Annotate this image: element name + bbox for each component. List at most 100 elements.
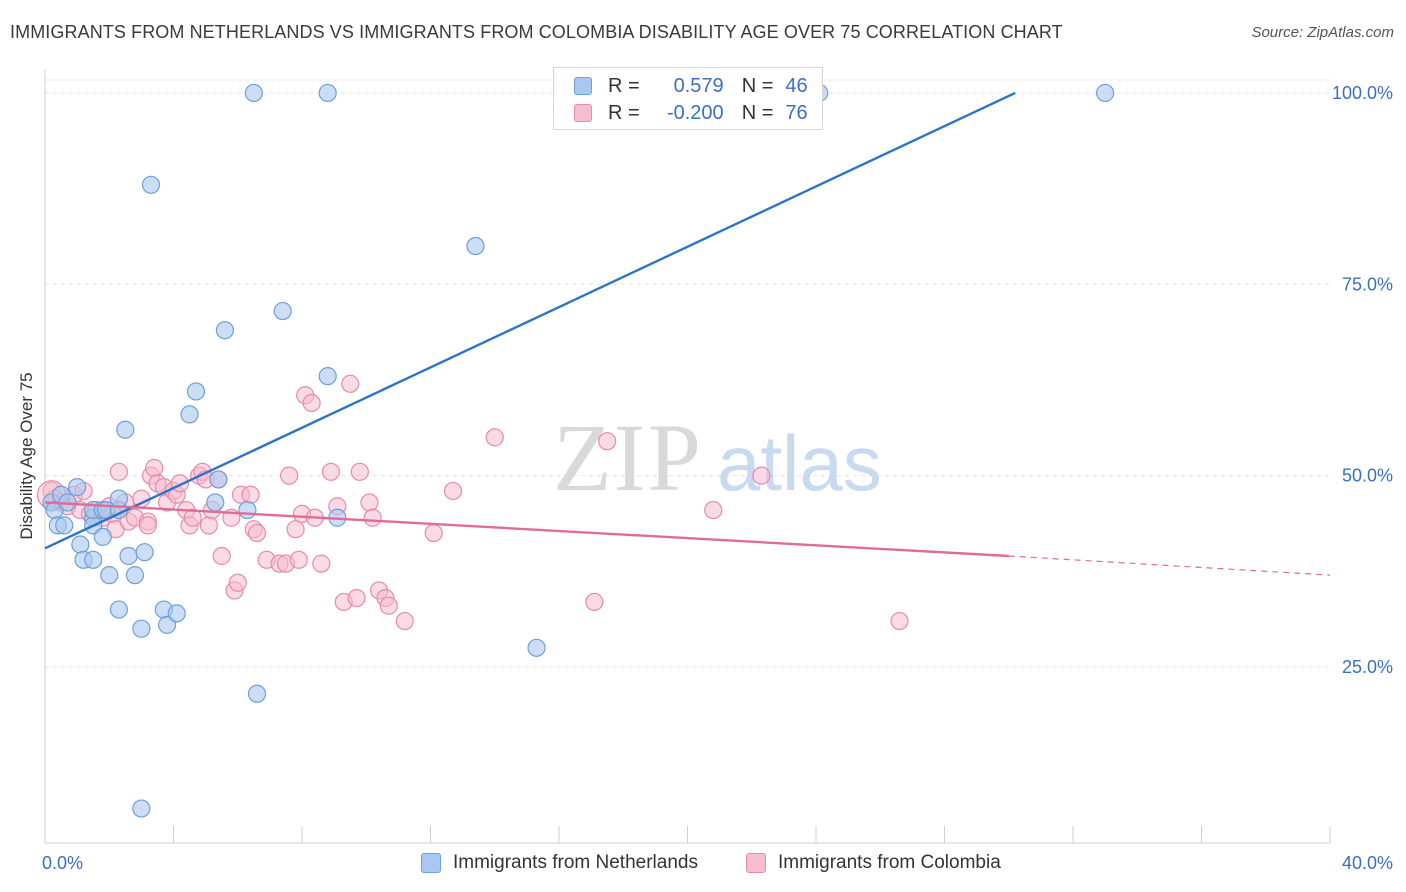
stats-n-label: N =: [741, 74, 774, 97]
trend-lines: [44, 91, 1331, 576]
watermark: ZIP atlas: [553, 404, 882, 511]
data-point-netherlands: [206, 493, 225, 512]
y-tick-label: 75.0%: [1342, 274, 1393, 294]
data-point-netherlands: [527, 638, 546, 657]
data-point-netherlands: [215, 321, 234, 340]
data-point-colombia: [138, 516, 157, 535]
data-point-colombia: [183, 508, 202, 527]
data-point-netherlands: [1096, 83, 1115, 103]
y-tick-label: 100.0%: [1332, 83, 1393, 103]
x-tick-label: 40.0%: [1342, 853, 1393, 873]
data-point-colombia: [341, 374, 360, 393]
stats-swatch-pink: [574, 104, 592, 122]
data-point-netherlands: [167, 604, 186, 623]
x-tick-label: 0.0%: [42, 853, 83, 873]
stats-row-netherlands: R = 0.579 N = 46: [574, 74, 808, 98]
data-point-netherlands: [466, 236, 485, 256]
legend-swatch-blue: [421, 853, 441, 873]
data-point-netherlands: [93, 527, 112, 546]
data-point-netherlands: [238, 500, 257, 520]
data-point-colombia: [212, 546, 231, 566]
stats-r-label: R =: [608, 101, 640, 124]
data-point-colombia: [424, 523, 443, 543]
data-point-colombia: [289, 550, 308, 569]
data-point-netherlands: [141, 175, 161, 194]
data-point-netherlands: [186, 382, 206, 401]
data-point-colombia: [704, 500, 723, 520]
data-point-netherlands: [132, 619, 151, 638]
trend-line-colombia: [44, 501, 1009, 558]
y-tick-label: 25.0%: [1342, 657, 1393, 677]
data-point-netherlands: [55, 516, 74, 535]
data-point-colombia: [360, 493, 379, 512]
data-point-netherlands: [109, 600, 128, 619]
data-point-netherlands: [180, 405, 199, 424]
data-point-netherlands: [273, 301, 292, 321]
data-point-netherlands: [132, 799, 151, 818]
data-point-colombia: [379, 596, 398, 615]
trend-line-netherlands: [44, 91, 1016, 550]
data-point-colombia: [752, 466, 771, 485]
source-credit: Source: ZipAtlas.com: [1251, 24, 1394, 41]
legend-item-netherlands[interactable]: Immigrants from Netherlands: [421, 852, 698, 874]
data-point-colombia: [350, 462, 369, 481]
data-point-netherlands: [209, 470, 228, 489]
data-point-netherlands: [125, 566, 145, 585]
data-point-colombia: [247, 523, 267, 543]
axes: [44, 70, 1331, 844]
y-tick-label: 50.0%: [1342, 466, 1393, 486]
data-point-netherlands: [84, 550, 103, 569]
data-point-colombia: [395, 611, 414, 631]
data-point-netherlands: [318, 83, 337, 103]
data-point-netherlands: [244, 83, 263, 103]
data-point-colombia: [321, 462, 341, 481]
data-point-colombia: [280, 466, 299, 485]
data-point-colombia: [598, 432, 617, 451]
tick-labels: 25.0% 50.0% 75.0% 100.0% 0.0% 40.0%: [42, 83, 1393, 873]
data-point-colombia: [286, 520, 305, 539]
data-point-netherlands: [135, 543, 154, 562]
data-point-netherlands: [119, 546, 138, 566]
stats-n-value: 76: [785, 101, 808, 124]
data-point-netherlands: [68, 478, 87, 497]
data-point-netherlands: [100, 566, 119, 585]
stats-swatch-blue: [574, 77, 592, 95]
stats-n-value: 46: [785, 74, 808, 97]
data-point-netherlands: [71, 535, 90, 554]
trend-line-colombia-extension: [1008, 555, 1331, 576]
data-point-netherlands: [318, 367, 337, 386]
legend-item-colombia[interactable]: Immigrants from Colombia: [746, 852, 1001, 874]
data-point-colombia: [199, 516, 218, 535]
data-point-colombia: [585, 592, 604, 612]
stats-row-colombia: R = -0.200 N = 76: [574, 101, 808, 125]
data-point-colombia: [363, 508, 382, 527]
watermark-atlas: atlas: [717, 419, 882, 507]
data-point-colombia: [145, 458, 164, 478]
stats-r-label: R =: [608, 74, 640, 97]
legend-label-colombia: Immigrants from Colombia: [778, 852, 1001, 873]
data-point-colombia: [347, 588, 366, 608]
watermark-zip: ZIP: [553, 404, 703, 511]
data-point-colombia: [132, 489, 151, 508]
correlation-stats-box: R = 0.579 N = 46 R = -0.200 N = 76: [553, 67, 823, 130]
chart-title: IMMIGRANTS FROM NETHERLANDS VS IMMIGRANT…: [10, 22, 1063, 42]
data-point-colombia: [228, 573, 247, 592]
data-point-colombia: [443, 481, 463, 501]
data-point-netherlands: [247, 684, 267, 703]
data-point-netherlands: [116, 420, 135, 439]
y-axis-label: Disability Age Over 75: [17, 372, 36, 539]
legend: Immigrants from Netherlands Immigrants f…: [0, 852, 1406, 878]
data-point-colombia: [890, 611, 909, 631]
legend-label-netherlands: Immigrants from Netherlands: [453, 852, 698, 873]
stats-r-value: -0.200: [666, 101, 724, 124]
data-point-colombia: [485, 428, 504, 447]
data-point-colombia: [312, 554, 331, 573]
legend-swatch-pink: [746, 853, 766, 873]
data-point-colombia: [302, 393, 321, 413]
data-point-colombia: [109, 462, 128, 481]
stats-n-label: N =: [741, 101, 774, 124]
data-point-netherlands: [109, 489, 128, 508]
data-point-colombia: [241, 485, 260, 504]
stats-r-value: 0.579: [673, 74, 724, 97]
